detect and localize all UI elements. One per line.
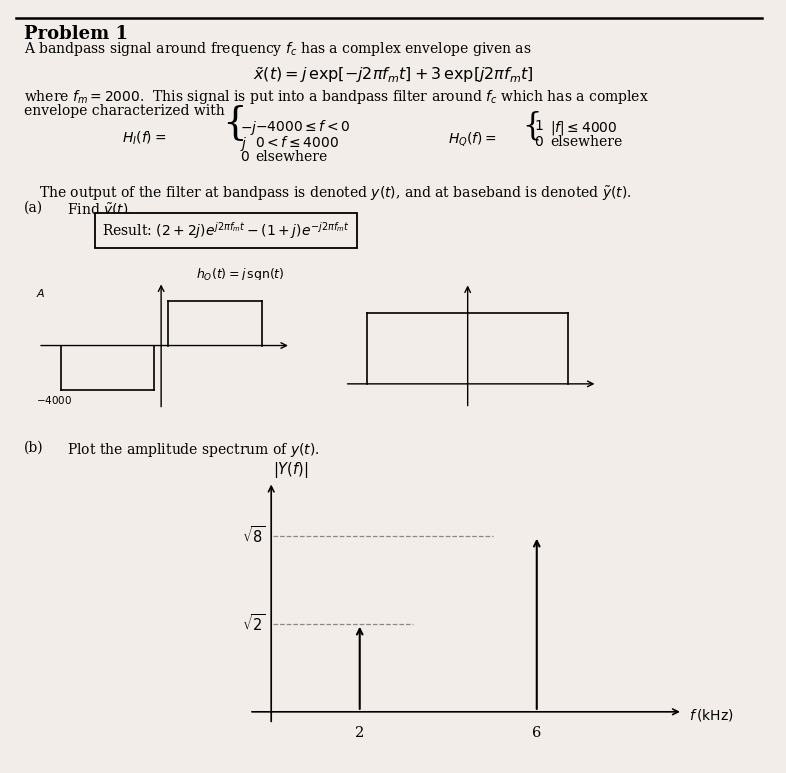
Text: {: { [522,111,542,141]
Text: $0 < f \leq 4000$: $0 < f \leq 4000$ [255,135,340,149]
Text: $0$: $0$ [534,135,544,148]
Text: $1$: $1$ [534,119,544,133]
Text: 6: 6 [532,726,542,740]
Text: $H_Q(f) = $: $H_Q(f) = $ [448,130,497,148]
Text: $\tilde{x}(t) = j\,\exp[-j2\pi f_m t] + 3\,\exp[j2\pi f_m t]$: $\tilde{x}(t) = j\,\exp[-j2\pi f_m t] + … [252,65,534,85]
Text: envelope characterized with: envelope characterized with [24,104,224,117]
Text: where $f_m = 2000$.  This signal is put into a bandpass filter around $f_c$ whic: where $f_m = 2000$. This signal is put i… [24,88,648,106]
Text: $h_Q(t) = j\,\mathrm{sgn}(t)$: $h_Q(t) = j\,\mathrm{sgn}(t)$ [196,267,285,284]
Text: The output of the filter at bandpass is denoted $y(t)$, and at baseband is denot: The output of the filter at bandpass is … [39,184,632,203]
Text: $\sqrt{8}$: $\sqrt{8}$ [242,526,266,547]
Text: Find $\tilde{y}(t)$.: Find $\tilde{y}(t)$. [67,201,133,220]
Text: $-j$: $-j$ [240,119,257,137]
Text: elsewhere: elsewhere [550,135,623,148]
Text: $\sqrt{2}$: $\sqrt{2}$ [242,613,266,635]
Text: Problem 1: Problem 1 [24,25,127,43]
Text: {: { [222,105,247,142]
Text: $|Y(f)|$: $|Y(f)|$ [274,461,309,480]
Text: (a): (a) [24,201,42,215]
Text: $-4000$: $-4000$ [35,394,72,407]
Text: elsewhere: elsewhere [255,150,328,164]
Text: $j$: $j$ [240,135,247,152]
Text: (b): (b) [24,441,43,455]
Text: $-4000 \leq f < 0$: $-4000 \leq f < 0$ [255,119,351,134]
Text: Result: $(2+2j)e^{j2\pi f_m t} - (1+j)e^{-j2\pi f_m t}$: Result: $(2+2j)e^{j2\pi f_m t} - (1+j)e^… [102,220,350,241]
Text: $H_I(f) = $: $H_I(f) = $ [122,130,166,148]
Text: $A$: $A$ [35,287,45,299]
Text: $0$: $0$ [240,150,249,164]
Text: $f\,(\mathrm{kHz})$: $f\,(\mathrm{kHz})$ [689,707,734,723]
Text: 2: 2 [355,726,365,740]
Text: A bandpass signal around frequency $f_c$ has a complex envelope given as: A bandpass signal around frequency $f_c$… [24,40,531,58]
Text: $|f| \leq 4000$: $|f| \leq 4000$ [550,119,618,137]
Text: Plot the amplitude spectrum of $y(t)$.: Plot the amplitude spectrum of $y(t)$. [67,441,319,458]
